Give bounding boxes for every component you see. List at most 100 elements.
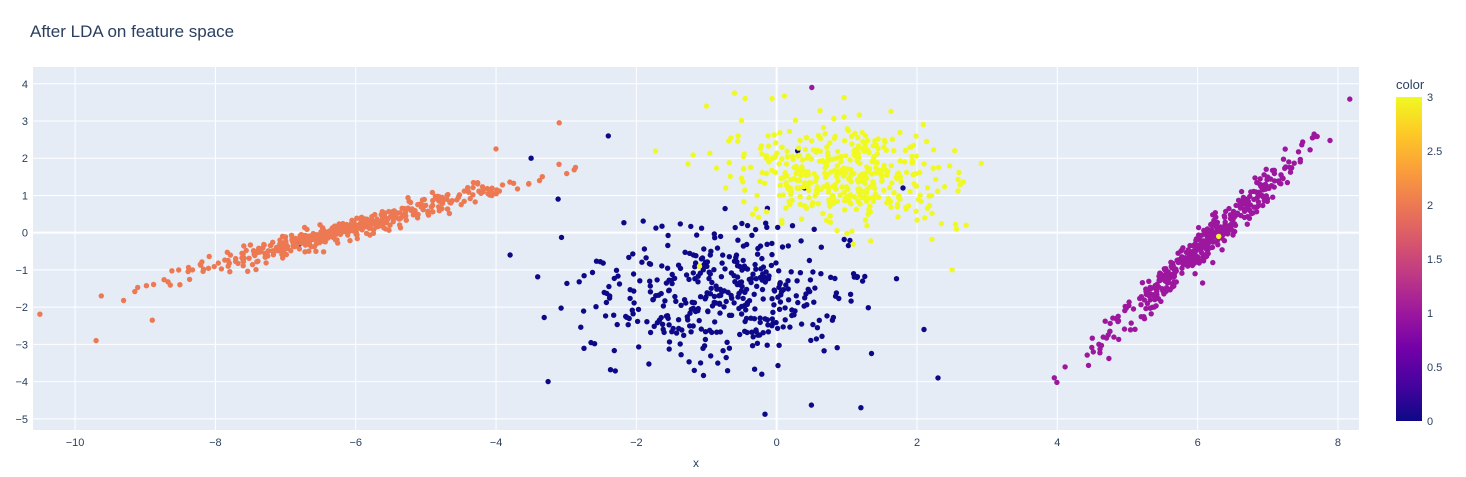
data-point — [818, 271, 824, 277]
data-point — [1089, 335, 1096, 341]
data-point — [333, 226, 340, 232]
data-point — [817, 108, 823, 114]
data-point — [607, 367, 614, 373]
data-point — [1089, 344, 1095, 351]
data-point — [1183, 249, 1190, 256]
data-point — [169, 268, 175, 274]
data-point — [806, 187, 812, 193]
data-point — [858, 405, 864, 411]
data-point — [784, 173, 790, 179]
data-point — [456, 193, 462, 200]
y-tick-label: 2 — [22, 153, 28, 165]
data-point — [683, 300, 689, 306]
data-point — [253, 266, 259, 273]
data-point — [833, 186, 839, 192]
data-point — [803, 291, 809, 297]
data-point — [576, 279, 582, 285]
data-point — [430, 197, 436, 204]
data-point — [280, 255, 286, 261]
data-point — [818, 135, 824, 142]
data-point — [769, 251, 775, 258]
data-point — [934, 188, 941, 194]
data-point — [200, 268, 206, 275]
data-point — [917, 192, 923, 198]
data-point — [640, 218, 646, 224]
data-point — [884, 200, 890, 206]
data-point — [728, 312, 735, 318]
data-point — [898, 179, 904, 185]
data-point — [902, 147, 909, 154]
data-point — [850, 271, 857, 277]
data-point — [654, 320, 661, 326]
data-point — [436, 208, 442, 214]
x-tick-label: 8 — [1335, 437, 1341, 449]
data-point — [813, 336, 820, 342]
data-point — [723, 354, 729, 361]
data-point — [777, 299, 784, 305]
data-point — [838, 159, 844, 165]
data-point — [606, 283, 612, 290]
data-point — [760, 271, 766, 277]
data-point — [808, 402, 815, 408]
data-point — [849, 228, 855, 234]
data-point — [615, 273, 621, 279]
data-point — [840, 173, 847, 179]
data-point — [740, 153, 747, 160]
colorbar-ticks: 0 0.5 1 1.5 2 2.5 3 — [1427, 92, 1442, 428]
data-point — [447, 199, 453, 205]
y-tick-label: 3 — [22, 116, 28, 128]
data-point — [1265, 174, 1271, 180]
data-point — [654, 277, 660, 283]
data-point — [731, 300, 737, 306]
data-point — [1111, 334, 1117, 340]
data-point — [856, 112, 862, 118]
data-point — [865, 211, 871, 218]
data-point — [1250, 210, 1256, 216]
data-point — [855, 135, 861, 141]
data-point — [837, 192, 843, 198]
data-point — [1147, 286, 1154, 292]
data-point — [879, 172, 885, 179]
data-point — [798, 216, 805, 222]
data-point — [921, 326, 927, 333]
data-point — [340, 220, 346, 227]
data-point — [955, 188, 961, 194]
data-point — [1152, 294, 1159, 300]
data-point — [924, 205, 931, 211]
data-point — [862, 180, 868, 187]
data-point — [752, 261, 758, 268]
data-point — [1127, 327, 1134, 333]
data-point — [240, 251, 246, 257]
data-point — [775, 294, 781, 300]
data-points — [37, 84, 1353, 417]
data-point — [868, 350, 875, 357]
data-point — [1212, 210, 1219, 216]
data-point — [789, 307, 795, 313]
data-point — [695, 279, 701, 285]
data-point — [621, 220, 627, 226]
data-point — [826, 185, 832, 191]
data-point — [678, 302, 684, 308]
data-point — [332, 237, 339, 243]
data-point — [732, 279, 738, 285]
data-point — [862, 141, 868, 147]
y-tick-label: 0 — [22, 228, 28, 240]
data-point — [666, 277, 672, 283]
data-point — [1264, 198, 1271, 205]
data-point — [769, 316, 775, 322]
data-point — [769, 296, 775, 302]
data-point — [788, 191, 794, 197]
data-point — [474, 181, 481, 187]
data-point — [947, 163, 953, 169]
data-point — [851, 152, 857, 158]
data-point — [839, 184, 845, 190]
data-point — [1122, 303, 1128, 310]
data-point — [1148, 311, 1154, 317]
x-tick-label: −8 — [209, 437, 222, 449]
data-point — [717, 233, 724, 240]
data-point — [685, 317, 691, 323]
colorbar-tick-label: 0 — [1427, 416, 1433, 428]
data-point — [789, 223, 796, 229]
data-point — [722, 266, 728, 272]
data-point — [1193, 245, 1199, 252]
